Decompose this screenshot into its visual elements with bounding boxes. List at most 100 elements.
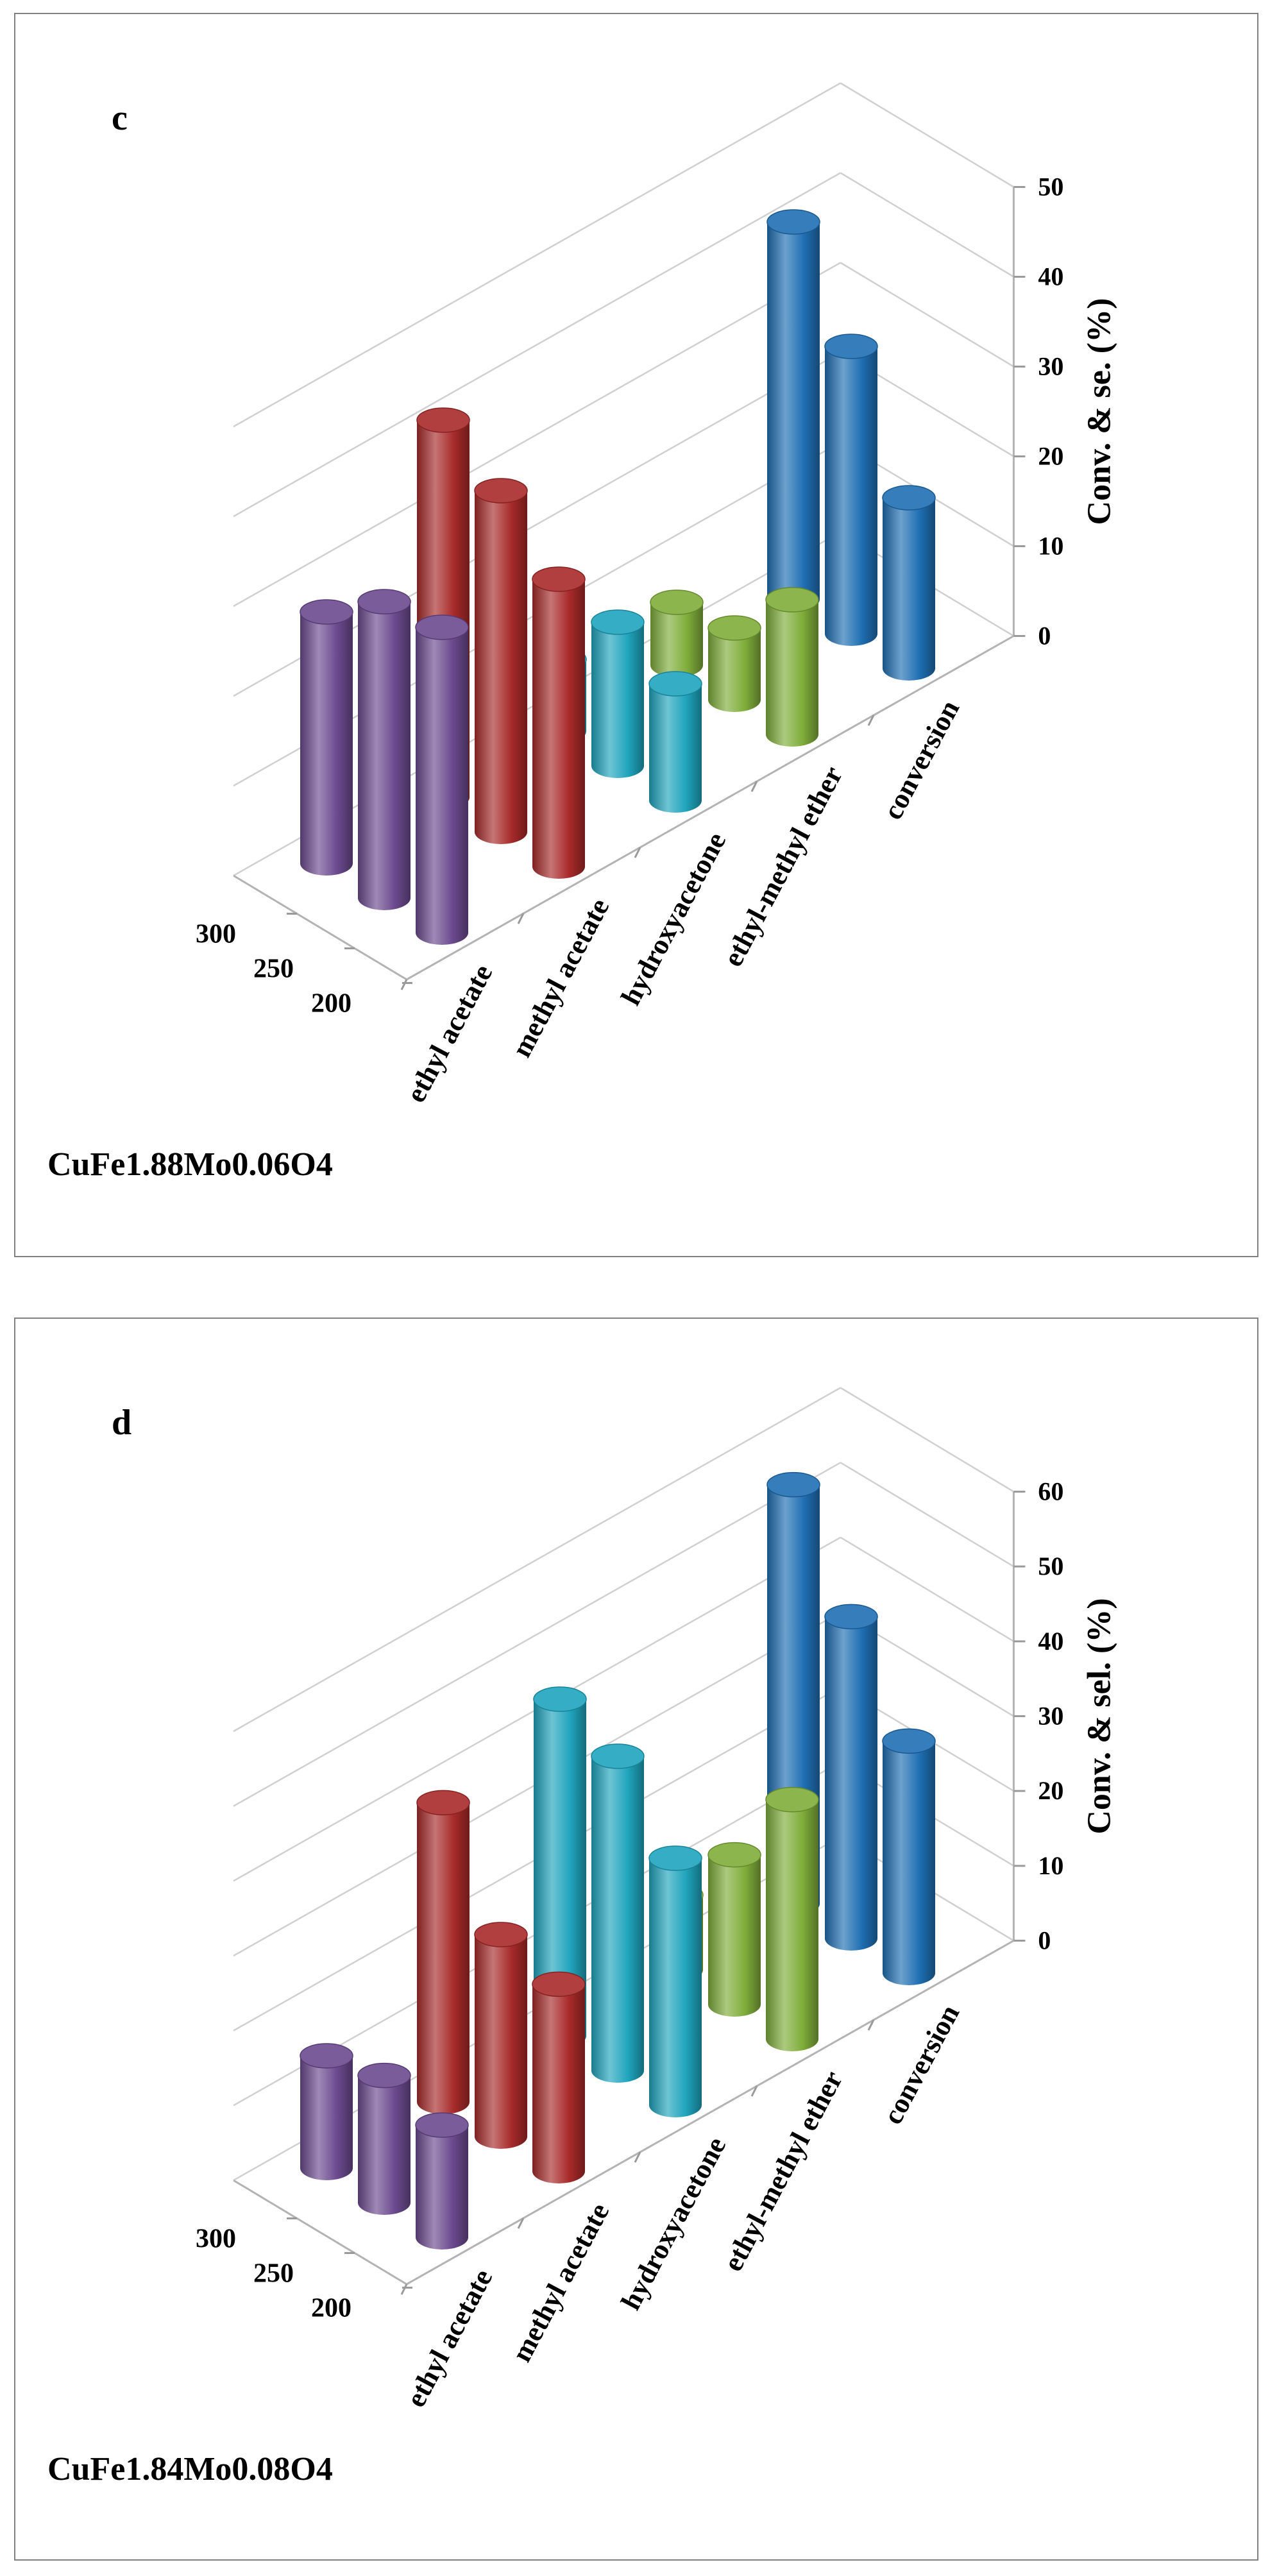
cylinder-top [766,1471,820,1498]
bar-ethyl-acetate-200 [415,2112,469,2250]
catalyst-caption: CuFe1.84Mo0.08O4 [47,2451,333,2487]
category-axis-line [406,635,1015,981]
gridline-back [233,262,842,607]
cylinder-top [766,209,820,235]
cylinder-top [650,589,704,615]
cylinder-top [648,1845,702,1871]
category-tick-mark [634,2151,641,2163]
bar-conversion-250 [824,1604,878,1951]
cylinder-top [357,589,411,614]
category-tick-mark [750,2085,758,2097]
cylinder-top [648,671,702,697]
bars [300,209,936,945]
gridline-side [840,1536,1015,1642]
category-tick-label: conversion [877,1999,966,2129]
bar-conversion-200 [882,485,936,681]
cylinder-body [475,491,527,844]
panel-letter: c [112,98,128,138]
catalyst-caption: CuFe1.88Mo0.06O4 [47,1146,333,1183]
cylinder-top [882,1728,936,1754]
bar-ethyl-acetate-300 [300,599,353,876]
cylinder-top [415,614,469,640]
chart-panel-c: 0 10 20 30 40 50 Conv. & se. (%) ethyl acetate m… [14,13,1258,1257]
bar-methyl-acetate-200 [532,1971,586,2183]
category-tick-mark [400,979,408,990]
cylinder-top [416,407,470,433]
value-tick-label: 40 [1038,1627,1063,1656]
value-tick-label: 60 [1038,1477,1063,1506]
temperature-tick-label: 200 [311,2294,351,2323]
value-tick-label: 30 [1038,352,1063,381]
value-tick-label: 30 [1038,1702,1063,1731]
category-tick-label: conversion [877,695,966,824]
cylinder-top [415,2112,469,2138]
temperature-tick-label: 300 [196,920,236,949]
cylinder-body [416,2125,468,2250]
cylinder-top [707,615,761,641]
gridline-side [840,172,1015,278]
value-tick-label: 50 [1038,1552,1063,1580]
bars [300,1471,936,2250]
cylinder-body [767,222,820,611]
category-tick-label: ethyl acetate [400,2264,498,2412]
bar-methyl-acetate-200 [532,566,586,879]
bar-ethyl-methyl-ether-250 [707,1842,761,2017]
bar-hydroxyacetone-250 [591,1743,645,2083]
cylinder-body [766,600,818,747]
category-tick-label: hydroxyacetone [614,827,732,1010]
bar-methyl-acetate-250 [474,478,528,844]
cylinder-body [591,622,644,778]
category-tick-mark [867,715,875,726]
cylinder-body [417,1802,470,2114]
cylinder-body [766,1799,818,2051]
cylinder-top [591,609,645,635]
cylinder-body [650,602,703,677]
cylinder-top [416,1790,470,1816]
category-tick-mark [517,913,525,924]
cylinder-top [824,1604,878,1630]
cylinder-top [882,485,936,511]
gridline-back [233,1387,842,1733]
gridline-back [233,1462,842,1807]
cylinder-body [532,1984,585,2183]
value-tick-label: 20 [1038,442,1063,471]
cylinder-body [883,498,935,681]
value-axis-title: Conv. & sel. (%) [1081,1598,1117,1834]
bar-hydroxyacetone-200 [648,1845,702,2117]
cylinder-top [300,599,353,625]
panel-letter: d [112,1403,131,1443]
category-tick-label: methyl acetate [505,893,615,1062]
category-tick-mark [400,2284,408,2295]
cylinder-top [532,566,586,592]
value-tick-label: 0 [1038,622,1051,650]
cylinder-body [532,579,585,879]
gridline-side [840,1387,1015,1493]
gridline-back [233,82,842,428]
cylinder-body [475,1935,527,2149]
bar-hydroxyacetone-250 [591,609,645,778]
cylinder-top [824,334,878,359]
bar-methyl-acetate-250 [474,1922,528,2149]
cylinder-top [474,1922,528,1947]
category-tick-mark [867,2019,875,2031]
depth-axis-line [233,874,407,981]
value-tick-label: 50 [1038,173,1063,201]
category-tick-label: hydroxyacetone [614,2131,732,2315]
bar-ethyl-acetate-200 [415,614,469,945]
value-tick-label: 0 [1038,1926,1051,1955]
bar-hydroxyacetone-300 [533,1686,587,2048]
value-tick-label: 10 [1038,532,1063,561]
category-tick-label: methyl acetate [505,2198,615,2367]
cylinder-body [708,628,761,712]
depth-axis-line [233,2179,407,2285]
bar-hydroxyacetone-200 [648,671,702,813]
category-tick-mark [750,781,758,792]
chart-d-svg: 0 10 20 30 40 50 60 Conv. & sel. (%) ethyl aceta… [47,1387,1117,2487]
cylinder-top [357,2062,411,2089]
cylinder-body [534,1699,586,2048]
bar-ethyl-acetate-250 [357,589,411,910]
cylinder-body [300,612,353,876]
bar-methyl-acetate-300 [416,1790,470,2114]
cylinder-top [532,1971,586,1997]
value-tick-label: 10 [1038,1851,1063,1880]
